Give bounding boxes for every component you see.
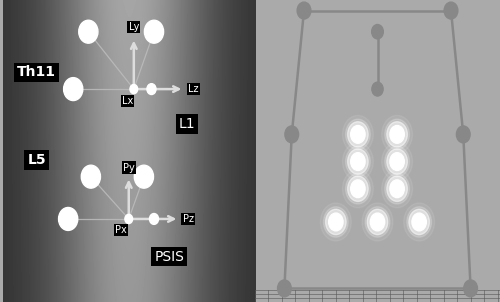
Circle shape	[324, 207, 348, 237]
Circle shape	[412, 213, 426, 231]
Circle shape	[385, 146, 409, 177]
Circle shape	[79, 20, 98, 43]
Circle shape	[320, 203, 352, 241]
Circle shape	[348, 122, 368, 147]
Circle shape	[130, 85, 138, 94]
Circle shape	[348, 149, 368, 174]
Circle shape	[326, 209, 346, 235]
Circle shape	[409, 209, 430, 235]
Circle shape	[387, 149, 407, 174]
Circle shape	[346, 174, 370, 204]
Circle shape	[382, 115, 412, 153]
Text: Pz: Pz	[182, 214, 194, 224]
Circle shape	[350, 180, 365, 198]
Circle shape	[350, 153, 365, 170]
Circle shape	[372, 24, 384, 39]
Circle shape	[144, 20, 164, 43]
Circle shape	[407, 207, 432, 237]
Circle shape	[342, 170, 374, 208]
Circle shape	[370, 213, 384, 231]
Circle shape	[150, 214, 158, 224]
Circle shape	[362, 203, 393, 241]
Circle shape	[82, 165, 100, 188]
Circle shape	[464, 280, 477, 297]
Circle shape	[328, 213, 343, 231]
Text: Th11: Th11	[17, 66, 56, 79]
Text: L1: L1	[178, 117, 195, 131]
Circle shape	[390, 126, 404, 143]
Circle shape	[382, 143, 412, 181]
Circle shape	[385, 174, 409, 204]
Circle shape	[348, 176, 368, 201]
Text: Ly: Ly	[128, 22, 139, 32]
Circle shape	[346, 119, 370, 149]
Circle shape	[390, 153, 404, 170]
Circle shape	[342, 143, 374, 181]
Circle shape	[444, 2, 458, 19]
Text: Lx: Lx	[122, 96, 133, 106]
Circle shape	[367, 209, 388, 235]
Circle shape	[387, 122, 407, 147]
Text: Px: Px	[116, 225, 127, 235]
Circle shape	[134, 165, 154, 188]
Circle shape	[278, 280, 291, 297]
Text: Py: Py	[123, 162, 134, 173]
Circle shape	[385, 119, 409, 149]
Circle shape	[342, 115, 374, 153]
Circle shape	[297, 2, 311, 19]
Circle shape	[456, 126, 470, 143]
Circle shape	[350, 126, 365, 143]
Circle shape	[382, 170, 412, 208]
Circle shape	[58, 207, 78, 230]
Circle shape	[125, 214, 132, 223]
Text: L5: L5	[28, 153, 46, 167]
Circle shape	[390, 180, 404, 198]
Circle shape	[147, 84, 156, 95]
Circle shape	[365, 207, 390, 237]
Circle shape	[64, 78, 83, 101]
Circle shape	[387, 176, 407, 201]
Text: Lz: Lz	[188, 84, 198, 94]
Circle shape	[372, 82, 383, 96]
Circle shape	[285, 126, 298, 143]
Circle shape	[346, 146, 370, 177]
Text: PSIS: PSIS	[154, 250, 184, 264]
Circle shape	[404, 203, 434, 241]
